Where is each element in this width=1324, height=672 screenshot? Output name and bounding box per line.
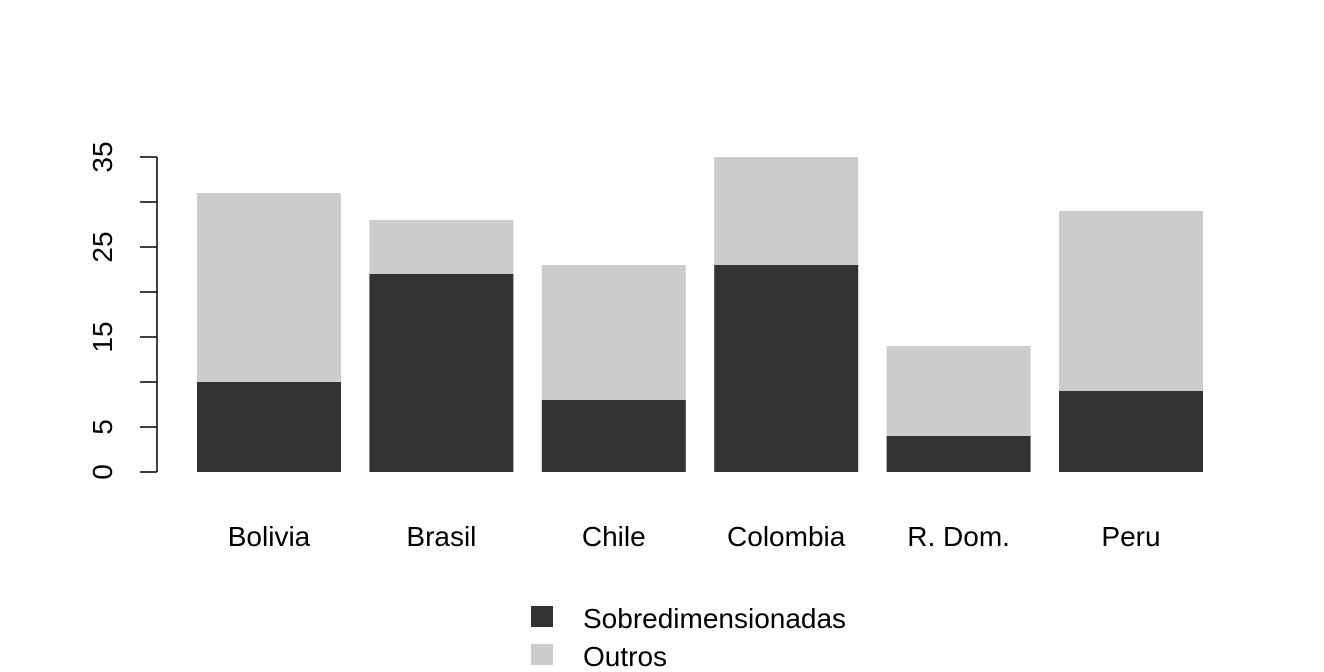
legend: Sobredimensionadas Outros <box>531 603 846 672</box>
bar-brasil-series-1 <box>369 220 514 274</box>
bar-r-dom--series-1 <box>886 346 1031 436</box>
bar-chile-series-0 <box>541 400 686 472</box>
y-tick-label: 5 <box>87 419 118 435</box>
legend-swatch <box>531 606 553 627</box>
x-tick-label: Bolivia <box>228 521 311 552</box>
bar-colombia-series-0 <box>714 265 859 472</box>
y-tick-label: 25 <box>87 231 118 262</box>
x-tick-label: Brasil <box>406 521 476 552</box>
legend-label: Outros <box>583 641 667 672</box>
bar-colombia-series-1 <box>714 157 859 265</box>
bar-bolivia-series-1 <box>197 193 341 382</box>
x-tick-label: Peru <box>1101 521 1160 552</box>
x-tick-label: Colombia <box>727 521 846 552</box>
bars-group <box>197 157 1203 472</box>
bar-peru-series-0 <box>1059 391 1203 472</box>
x-axis-labels: Bolivia Brasil Chile Colombia R. Dom. Peru <box>228 521 1161 552</box>
legend-swatch <box>531 644 553 665</box>
x-tick-label: R. Dom. <box>907 521 1010 552</box>
bar-peru-series-1 <box>1059 211 1203 391</box>
y-tick-label: 0 <box>87 464 118 480</box>
bar-brasil-series-0 <box>369 274 514 472</box>
bar-bolivia-series-0 <box>197 382 341 472</box>
y-tick-label: 15 <box>87 321 118 352</box>
bar-chile-series-1 <box>541 265 686 400</box>
y-tick-label: 35 <box>87 141 118 172</box>
bar-r-dom--series-0 <box>886 436 1031 472</box>
x-tick-label: Chile <box>582 521 646 552</box>
y-axis: 0 5 15 25 35 <box>87 141 158 480</box>
legend-label: Sobredimensionadas <box>583 603 846 634</box>
